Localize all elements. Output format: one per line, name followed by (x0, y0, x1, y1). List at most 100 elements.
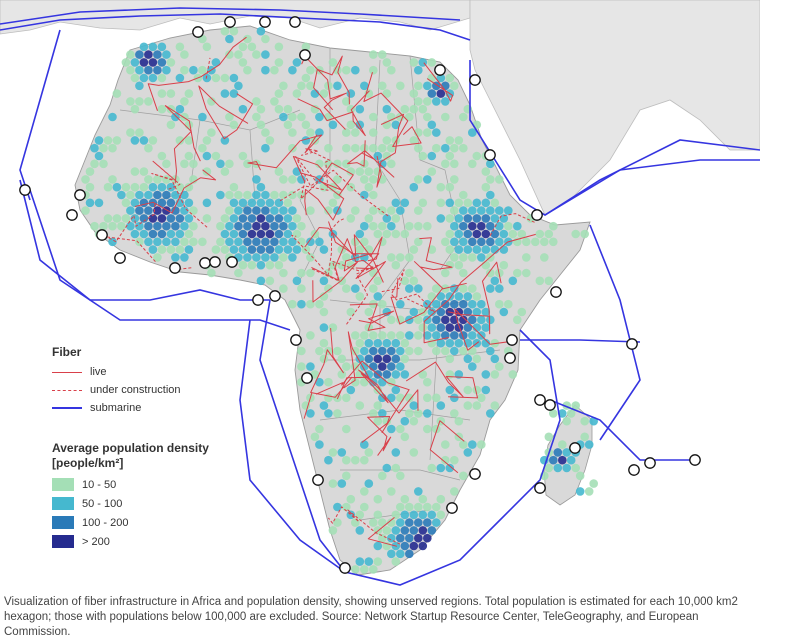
population-hexagon (130, 136, 140, 145)
population-hexagon (157, 42, 167, 52)
population-hexagon (468, 299, 477, 309)
population-hexagon (288, 175, 297, 184)
density-class-label: 50 - 100 (82, 497, 123, 510)
population-hexagon (373, 276, 383, 286)
population-hexagon (364, 307, 374, 317)
population-hexagon (297, 268, 306, 278)
submarine-cable (344, 329, 561, 586)
population-hexagon (405, 268, 414, 278)
fiber-route (413, 237, 453, 289)
population-hexagon (396, 471, 405, 481)
population-hexagon (166, 198, 176, 208)
population-hexagon (274, 229, 284, 239)
population-hexagon (135, 237, 144, 247)
population-hexagon (459, 331, 468, 340)
fiber-route (311, 260, 380, 325)
population-hexagon (139, 229, 149, 239)
population-hexagon (468, 284, 477, 293)
population-hexagon (175, 104, 185, 114)
fiber-route (292, 156, 354, 196)
population-hexagon (274, 245, 284, 254)
population-hexagon (378, 331, 387, 340)
population-hexagon (261, 253, 270, 262)
cable-landing-marker (446, 502, 458, 514)
cable-landing-marker (290, 334, 302, 346)
population-hexagon (274, 42, 284, 52)
population-hexagon (198, 65, 207, 75)
population-hexagon (198, 143, 207, 153)
under-construction-label: under construction (90, 384, 181, 396)
population-hexagon (310, 432, 320, 442)
population-hexagon (139, 198, 149, 208)
population-hexagon (486, 346, 495, 356)
population-hexagon (423, 331, 432, 340)
population-hexagon (373, 229, 383, 239)
population-hexagon (256, 198, 266, 208)
population-hexagon (135, 97, 144, 106)
cable-landing-marker (224, 16, 236, 28)
population-hexagon (355, 338, 365, 348)
population-hexagon (450, 159, 459, 169)
population-hexagon (144, 175, 153, 184)
population-hexagon (229, 182, 239, 192)
population-hexagon (495, 284, 504, 293)
population-hexagon (229, 245, 239, 254)
density-class-label: > 200 (82, 535, 110, 548)
population-hexagon (580, 229, 589, 239)
population-hexagon (504, 206, 513, 215)
population-hexagon (369, 362, 378, 371)
population-hexagon (373, 416, 383, 426)
fiber-route (454, 308, 515, 351)
population-hexagon (346, 214, 356, 223)
population-hexagon (270, 97, 279, 106)
population-hexagon (450, 143, 459, 153)
submarine-cable (0, 13, 471, 41)
population-hexagon (184, 229, 194, 239)
population-hexagon (575, 487, 585, 496)
population-hexagon (337, 276, 347, 286)
population-hexagon (256, 276, 266, 286)
population-hexagon (468, 237, 477, 247)
density-class-row: 100 - 200 (52, 513, 252, 532)
population-hexagon (108, 143, 117, 153)
population-hexagon (135, 128, 144, 137)
population-hexagon (423, 424, 432, 434)
cable-landing-marker (169, 262, 181, 274)
population-hexagon (459, 471, 468, 481)
population-hexagon (346, 494, 356, 504)
population-hexagon (265, 260, 275, 270)
population-hexagon (423, 377, 432, 387)
population-hexagon (409, 104, 419, 114)
population-hexagon (144, 206, 153, 215)
population-hexagon (405, 549, 414, 559)
population-hexagon (166, 214, 176, 223)
population-hexagon (387, 424, 396, 434)
population-hexagon (378, 50, 387, 59)
population-hexagon (396, 362, 405, 371)
population-hexagon (486, 206, 495, 215)
population-hexagon (234, 81, 243, 91)
population-hexagon (378, 471, 387, 481)
population-hexagon (391, 214, 401, 223)
population-hexagon (157, 73, 167, 83)
population-hexagon (247, 245, 257, 254)
population-hexagon (427, 292, 437, 301)
population-hexagon (270, 65, 279, 75)
population-hexagon (405, 533, 414, 543)
density-swatch (52, 497, 74, 510)
population-hexagon (288, 143, 297, 153)
fiber-route (381, 269, 435, 313)
population-hexagon (504, 221, 513, 231)
population-hexagon (490, 229, 500, 239)
cable-landing-points (19, 16, 701, 574)
population-hexagon (495, 221, 504, 231)
population-hexagon (387, 549, 396, 559)
population-hexagon (315, 299, 324, 309)
population-hexagon (405, 409, 414, 418)
legend-submarine: submarine (52, 399, 252, 417)
population-hexagon (459, 221, 468, 231)
population-hexagon (337, 448, 347, 457)
density-swatch (52, 478, 74, 491)
submarine-cable (549, 399, 700, 461)
population-hexagon (157, 104, 167, 114)
